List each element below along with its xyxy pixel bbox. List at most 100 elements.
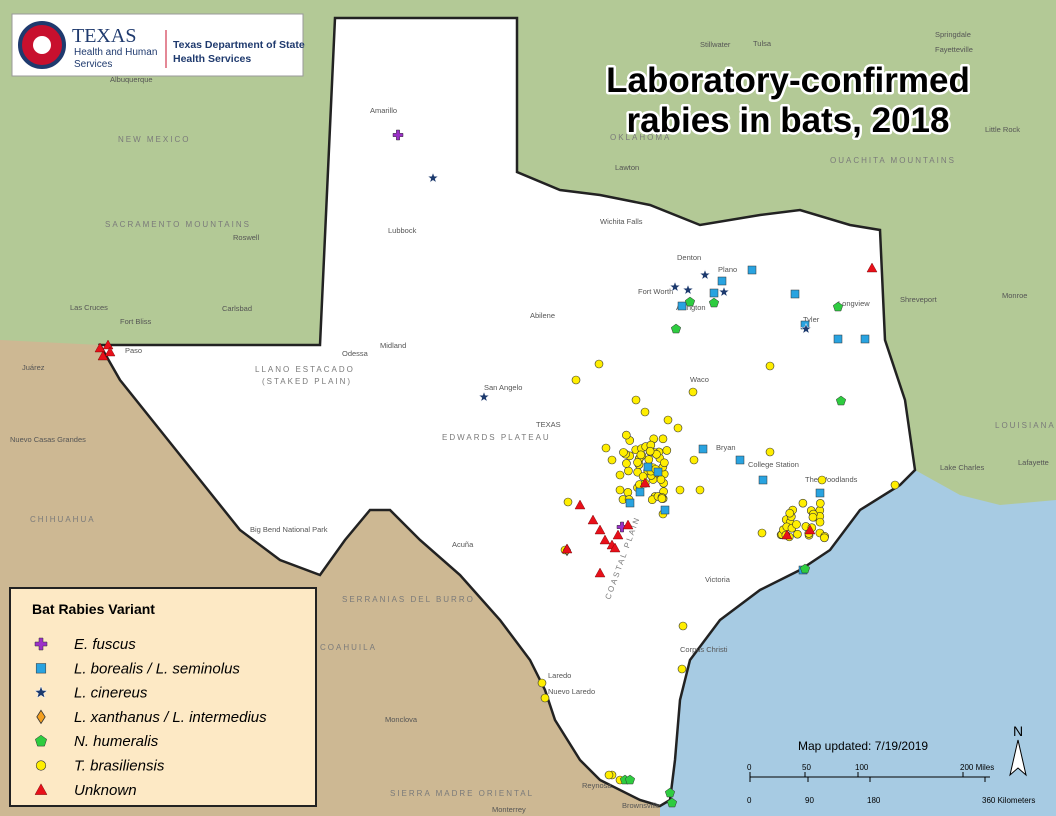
marker-circle (633, 458, 642, 467)
place-label: Las Cruces (70, 303, 108, 312)
place-label: San Angelo (484, 383, 522, 392)
scale-km-label: 360 Kilometers (982, 796, 1035, 805)
marker-circle (622, 459, 631, 468)
region-label: OKLAHOMA (610, 133, 671, 142)
marker-square (717, 276, 727, 286)
marker-pentagon (624, 774, 636, 785)
marker-circle (623, 488, 633, 497)
marker-circle (792, 520, 801, 529)
place-label: Stillwater (700, 40, 731, 49)
marker-circle (571, 375, 581, 385)
place-label: Arlington (676, 303, 706, 312)
marker-triangle (612, 529, 624, 540)
place-label: Tulsa (753, 39, 772, 48)
marker-triangle (781, 529, 793, 540)
marker-square (35, 663, 47, 674)
region-label: OUACHITA MOUNTAINS (830, 156, 956, 165)
place-label: Lubbock (388, 226, 417, 235)
marker-square (653, 467, 663, 477)
place-label: Springdale (935, 30, 971, 39)
place-label: Brownsville (622, 801, 660, 810)
title: Laboratory-confirmed (606, 61, 970, 100)
marker-circle (815, 499, 825, 508)
marker-circle (644, 455, 654, 464)
place-label: The Woodlands (805, 475, 858, 484)
marker-square (643, 462, 653, 472)
place-label: Big Bend National Park (250, 525, 328, 534)
marker-circle (678, 621, 688, 631)
marker-circle (594, 359, 604, 369)
marker-triangle (594, 567, 606, 578)
place-label: Monroe (1002, 291, 1027, 300)
marker-pentagon (670, 323, 682, 334)
place-label: TEXAS (536, 420, 561, 429)
scale-miles-label: 100 (855, 763, 869, 772)
place-label: Abilene (530, 311, 555, 320)
place-label: Juárez (22, 363, 45, 372)
place-label: Monterrey (492, 805, 526, 814)
marker-cross (34, 637, 48, 651)
place-label: Amarillo (370, 106, 397, 115)
marker-square (735, 455, 745, 465)
marker-circle (662, 446, 672, 455)
place-label: Waco (690, 375, 709, 384)
marker-circle (793, 529, 802, 539)
region-label: LOUISIANA (995, 421, 1056, 430)
texas (97, 16, 917, 808)
marker-circle (695, 485, 705, 495)
marker-triangle (34, 783, 48, 795)
marker-circle (624, 466, 633, 476)
scale-km-label: 90 (805, 796, 814, 805)
marker-circle (607, 455, 617, 465)
marker-circle (757, 528, 767, 538)
place-label: Little Rock (985, 125, 1020, 134)
marker-pentagon (832, 301, 844, 312)
gulf-of-mexico (660, 470, 1056, 816)
legend: E. fuscus L. borealis / L. seminolus L. ci… (33, 636, 267, 799)
marker-cross (616, 521, 628, 533)
marker-square (860, 334, 870, 344)
place-label: Odessa (342, 349, 369, 358)
region-label: LLANO ESTACADO (255, 365, 355, 374)
marker-circle (658, 434, 668, 444)
marker-triangle (587, 514, 599, 525)
marker-pentagon (664, 787, 676, 798)
marker-circle (815, 517, 825, 527)
marker-triangle (599, 534, 611, 545)
place-label: Corpus Christi (680, 645, 728, 654)
marker-circle (537, 678, 547, 688)
logo-line: Services (74, 59, 112, 70)
place-label: Midland (380, 341, 406, 350)
marker-pentagon (799, 563, 811, 574)
logo-line: Health and Human (74, 47, 157, 58)
marker-circle (540, 693, 550, 703)
marker-square (747, 265, 757, 275)
marker-circle (663, 415, 673, 425)
marker-circle (645, 446, 655, 456)
north-arrow (1009, 739, 1027, 777)
place-label: Carlsbad (222, 304, 252, 313)
marker-circle (785, 508, 795, 518)
place-label: Lafayette (1018, 458, 1049, 467)
place-label: Lake Charles (940, 463, 984, 472)
marker-square (698, 444, 708, 454)
marker-square (790, 289, 800, 299)
region-label: SERRANIAS DEL BURRO (342, 595, 475, 604)
marker-circle (604, 770, 614, 780)
place-label: Fayetteville (935, 45, 973, 54)
north-label: N (1013, 723, 1023, 739)
logo-department: Texas Department of State (173, 39, 305, 51)
place-label: Acuña (452, 540, 474, 549)
marker-triangle (804, 524, 816, 535)
scale-miles-label: 50 (802, 763, 811, 772)
legend-label: E. fuscus (74, 636, 136, 653)
marker-star (800, 322, 812, 334)
place-label: Monclova (385, 715, 418, 724)
legend-box (9, 587, 317, 807)
place-label: Albuquerque (110, 75, 153, 84)
marker-circle (615, 470, 625, 480)
marker-pentagon (35, 734, 47, 747)
region-label: EDWARDS PLATEAU (442, 433, 551, 442)
legend-label: L. xanthanus / L. intermedius (74, 709, 267, 726)
region-label: SACRAMENTO MOUNTAINS (105, 220, 251, 229)
